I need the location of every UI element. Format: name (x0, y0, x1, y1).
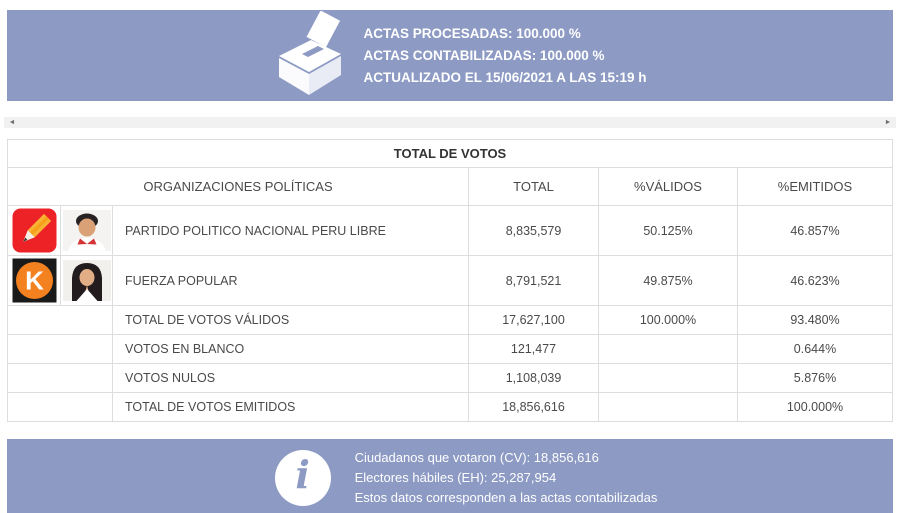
summary-label: VOTOS NULOS (112, 363, 469, 393)
voters-info-text: Ciudadanos que votaron (CV): 18,856,616 … (355, 448, 658, 508)
table-row-peru-libre: PARTIDO POLITICO NACIONAL PERU LIBRE 8,8… (7, 205, 894, 256)
col-header-total: TOTAL (468, 167, 599, 206)
party-validos: 50.125% (598, 205, 738, 256)
summary-emitidos: 5.876% (736, 363, 894, 393)
summary-total: 1,108,039 (468, 363, 599, 393)
summary-validos (598, 363, 738, 393)
fuerza-popular-k-logo-icon: K (7, 255, 61, 306)
electores-habiles-line: Electores hábiles (EH): 25,287,954 (354, 470, 557, 485)
info-icon-glyph: i (295, 452, 310, 497)
summary-validos: 100.000% (598, 305, 738, 335)
party-name: FUERZA POPULAR (112, 255, 469, 306)
peru-libre-pencil-logo-icon (7, 205, 61, 256)
ballot-box-icon (273, 10, 345, 100)
actualizado-line: ACTUALIZADO EL 15/06/2021 A LAS 15:19 h (363, 69, 647, 85)
party-emitidos: 46.857% (736, 205, 894, 256)
results-table-container: TOTAL DE VOTOS ORGANIZACIONES POLÍTICAS … (6, 139, 894, 422)
table-title-row: TOTAL DE VOTOS (6, 139, 894, 168)
actas-procesadas-line: ACTAS PROCESADAS: 100.000 % (363, 25, 581, 41)
summary-emitidos: 100.000% (736, 392, 894, 422)
info-icon: i (274, 450, 331, 506)
empty-cell (7, 334, 113, 364)
summary-label: TOTAL DE VOTOS EMITIDOS (112, 392, 469, 422)
total-votes-table: TOTAL DE VOTOS ORGANIZACIONES POLÍTICAS … (6, 139, 894, 422)
datos-actas-line: Estos datos corresponden a las actas con… (354, 490, 658, 505)
ciudadanos-votaron-line: Ciudadanos que votaron (CV): 18,856,616 (354, 450, 599, 465)
summary-validos (598, 392, 738, 422)
summary-emitidos: 0.644% (736, 334, 894, 364)
summary-total: 121,477 (468, 334, 599, 364)
scroll-left-arrow-icon[interactable]: ◄ (8, 119, 16, 126)
summary-total: 18,856,616 (468, 392, 599, 422)
party-name: PARTIDO POLITICO NACIONAL PERU LIBRE (112, 205, 469, 256)
fuerza-popular-k-letter: K (25, 266, 44, 296)
candidate-photo (60, 255, 113, 306)
table-row-fuerza-popular: K FUERZA POPULAR 8,791,521 49.875% 46.62… (7, 255, 894, 306)
actas-status-text: ACTAS PROCESADAS: 100.000 % ACTAS CONTAB… (363, 23, 646, 89)
party-emitidos: 46.623% (736, 255, 894, 306)
actas-contabilizadas-line: ACTAS CONTABILIZADAS: 100.000 % (363, 47, 605, 63)
summary-total: 17,627,100 (468, 305, 599, 335)
empty-cell (7, 392, 113, 422)
table-header-row: ORGANIZACIONES POLÍTICAS TOTAL %VÁLIDOS … (7, 167, 894, 206)
actas-status-content: ACTAS PROCESADAS: 100.000 % ACTAS CONTAB… (273, 10, 647, 100)
table-title: TOTAL DE VOTOS (6, 139, 894, 168)
actas-status-banner: ACTAS PROCESADAS: 100.000 % ACTAS CONTAB… (7, 10, 893, 101)
scroll-right-arrow-icon[interactable]: ► (884, 119, 892, 126)
empty-cell (7, 305, 113, 335)
voters-info-banner: i Ciudadanos que votaron (CV): 18,856,61… (7, 439, 893, 513)
voters-info-content: i Ciudadanos que votaron (CV): 18,856,61… (274, 448, 658, 508)
table-row-votos-validos: TOTAL DE VOTOS VÁLIDOS 17,627,100 100.00… (7, 305, 894, 335)
horizontal-scrollbar[interactable]: ◄ ► (4, 117, 896, 128)
party-total: 8,791,521 (468, 255, 599, 306)
col-header-emitidos: %EMITIDOS (736, 167, 894, 206)
table-row-votos-blanco: VOTOS EN BLANCO 121,477 0.644% (7, 334, 894, 364)
col-header-organizaciones: ORGANIZACIONES POLÍTICAS (7, 167, 469, 206)
party-total: 8,835,579 (468, 205, 599, 256)
empty-cell (7, 363, 113, 393)
table-row-votos-emitidos: TOTAL DE VOTOS EMITIDOS 18,856,616 100.0… (7, 392, 894, 422)
candidate-photo (60, 205, 113, 256)
party-validos: 49.875% (598, 255, 738, 306)
summary-label: VOTOS EN BLANCO (112, 334, 469, 364)
summary-label: TOTAL DE VOTOS VÁLIDOS (112, 305, 469, 335)
summary-emitidos: 93.480% (736, 305, 894, 335)
col-header-validos: %VÁLIDOS (598, 167, 738, 206)
summary-validos (598, 334, 738, 364)
table-row-votos-nulos: VOTOS NULOS 1,108,039 5.876% (7, 363, 894, 393)
